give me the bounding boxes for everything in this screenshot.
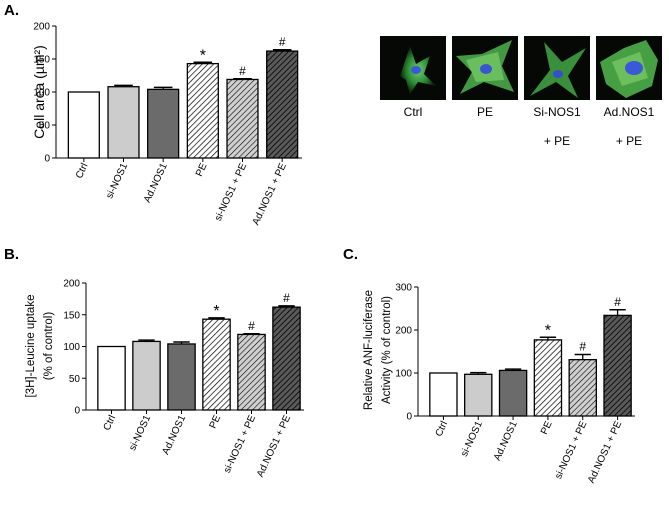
chart-1-bar-2 bbox=[167, 343, 196, 411]
chart-1-ylabel2: (% of control) bbox=[43, 312, 55, 381]
chart-2-bar-3 bbox=[533, 339, 563, 417]
cell-image-ad-nos1-pe bbox=[600, 40, 658, 98]
chart-0-bar-1 bbox=[107, 86, 140, 159]
chart-0-bar-4 bbox=[226, 78, 259, 159]
chart-0-ytick-label-1: 50 bbox=[39, 121, 51, 132]
chart-1-ytick-label-3: 150 bbox=[63, 310, 80, 321]
chart-1-bar-0 bbox=[97, 345, 126, 411]
panel-c-letter: C. bbox=[343, 246, 358, 263]
chart-0-bar-2 bbox=[147, 88, 180, 159]
micrograph-label-si-nos1: Si-NOS1 bbox=[533, 105, 581, 119]
chart-1-category-label-1: si-NOS1 bbox=[127, 413, 153, 452]
micrograph-ctrl bbox=[380, 36, 446, 100]
chart-1-bar-4 bbox=[237, 333, 266, 411]
micrograph-label-pe: PE bbox=[476, 105, 493, 119]
micrograph-sublabel-ad-nos1: + PE bbox=[615, 134, 643, 148]
chart-1-ytick-label-2: 100 bbox=[63, 342, 80, 353]
chart-0-group: 0 50 100 150 200 Cell area (µm²) Ctrl si-NOS1 Ad… bbox=[31, 22, 302, 227]
chart-0-category-label-5: Ad.NOS1 + PE bbox=[251, 161, 289, 227]
chart-2-bar-2 bbox=[498, 369, 528, 417]
chart-2-ytick-label-3: 300 bbox=[395, 283, 412, 294]
chart-2-annotation-4: # bbox=[579, 340, 586, 354]
chart-1-ytick-label-4: 200 bbox=[63, 279, 80, 290]
chart-2-bar-0 bbox=[429, 372, 458, 417]
chart-2-annotation-5: # bbox=[614, 295, 621, 309]
chart-1-annotation-5: # bbox=[283, 291, 290, 305]
chart-2-category-label-4: si-NOS1 + PE bbox=[553, 419, 590, 481]
chart-1-annotation-4: # bbox=[248, 319, 255, 333]
chart-0-ytick-label-0: 0 bbox=[44, 154, 50, 165]
micrograph-label-ctrl: Ctrl bbox=[403, 105, 423, 119]
chart-0-annotation-4: # bbox=[239, 64, 246, 78]
chart-2-category-label-2: Ad.NOS1 bbox=[492, 419, 520, 462]
chart-0-category-label-0: Ctrl bbox=[74, 162, 91, 181]
chart-0-category-label-3: PE bbox=[194, 161, 210, 178]
chart-1-ylabel: [3H]-Leucine uptake bbox=[25, 295, 37, 398]
chart-0-bar-3 bbox=[186, 62, 219, 159]
micrograph-pe bbox=[452, 36, 518, 100]
chart-2-ytick-label-2: 200 bbox=[395, 326, 412, 337]
chart-1-ytick-label-0: 0 bbox=[74, 406, 80, 417]
chart-0-ytick-label-2: 100 bbox=[33, 88, 50, 99]
panel-a-letter: A. bbox=[4, 2, 19, 19]
micrograph-ad-nos1-pe bbox=[596, 36, 662, 100]
panel-b-letter: B. bbox=[4, 246, 19, 263]
chart-2-ylabel2: Activity (% of control) bbox=[381, 296, 393, 404]
chart-2-group: 0 100 200 300 Relative ANF-luciferase Activit… bbox=[363, 283, 635, 485]
chart-0-bar-0 bbox=[67, 91, 100, 159]
micrograph-label-ad-nos1: Ad.NOS1 bbox=[603, 105, 655, 119]
chart-0-category-label-2: Ad.NOS1 bbox=[142, 161, 170, 204]
chart-2-ylabel: Relative ANF-luciferase bbox=[363, 290, 375, 410]
chart-1-category-label-2: Ad.NOS1 bbox=[160, 413, 188, 456]
chart-0-ytick-label-4: 200 bbox=[33, 22, 50, 33]
chart-2-bar-5 bbox=[603, 314, 632, 417]
chart-1-category-label-5: Ad.NOS1 + PE bbox=[255, 413, 293, 479]
chart-1-group: 0 50 100 150 200 [3H]-Leucine uptake (% of con… bbox=[25, 279, 304, 479]
chart-2-category-label-0: Ctrl bbox=[434, 420, 451, 439]
chart-1-bar-5 bbox=[272, 306, 301, 411]
chart-0-ylabel: Cell area (µm²) bbox=[31, 45, 47, 139]
chart-2-category-label-1: si-NOS1 bbox=[459, 419, 485, 458]
chart-1-ytick-label-1: 50 bbox=[69, 374, 81, 385]
chart-1-bar-3 bbox=[202, 318, 231, 411]
chart-1-bar-1 bbox=[132, 340, 161, 411]
micrograph-sublabel-si-nos1: + PE bbox=[543, 134, 571, 148]
chart-1-annotation-3: * bbox=[213, 303, 219, 320]
chart-2-category-label-5: Ad.NOS1 + PE bbox=[586, 419, 624, 485]
chart-0-bar-5 bbox=[266, 50, 299, 159]
cell-image-si-nos1-pe bbox=[530, 42, 586, 98]
chart-0-annotation-5: # bbox=[279, 35, 286, 49]
chart-1-category-label-0: Ctrl bbox=[102, 414, 119, 433]
chart-1-category-label-3: PE bbox=[208, 413, 224, 430]
chart-0-annotation-3: * bbox=[200, 47, 206, 64]
cell-image-pe bbox=[456, 40, 514, 94]
chart-2-ytick-label-0: 0 bbox=[406, 412, 412, 423]
chart-2-annotation-3: * bbox=[545, 322, 551, 339]
chart-2-bar-4 bbox=[568, 359, 597, 417]
chart-2-ytick-label-1: 100 bbox=[395, 369, 412, 380]
micrograph-si-nos1-pe bbox=[524, 36, 590, 100]
chart-0-ytick-label-3: 150 bbox=[33, 55, 50, 66]
cell-image-ctrl bbox=[400, 46, 436, 94]
chart-2-category-label-3: PE bbox=[539, 419, 555, 436]
chart-0-category-label-4: si-NOS1 + PE bbox=[213, 161, 250, 223]
chart-0-category-label-1: si-NOS1 bbox=[104, 161, 130, 200]
chart-1-category-label-4: si-NOS1 + PE bbox=[222, 413, 259, 475]
chart-2-bar-1 bbox=[464, 373, 493, 417]
